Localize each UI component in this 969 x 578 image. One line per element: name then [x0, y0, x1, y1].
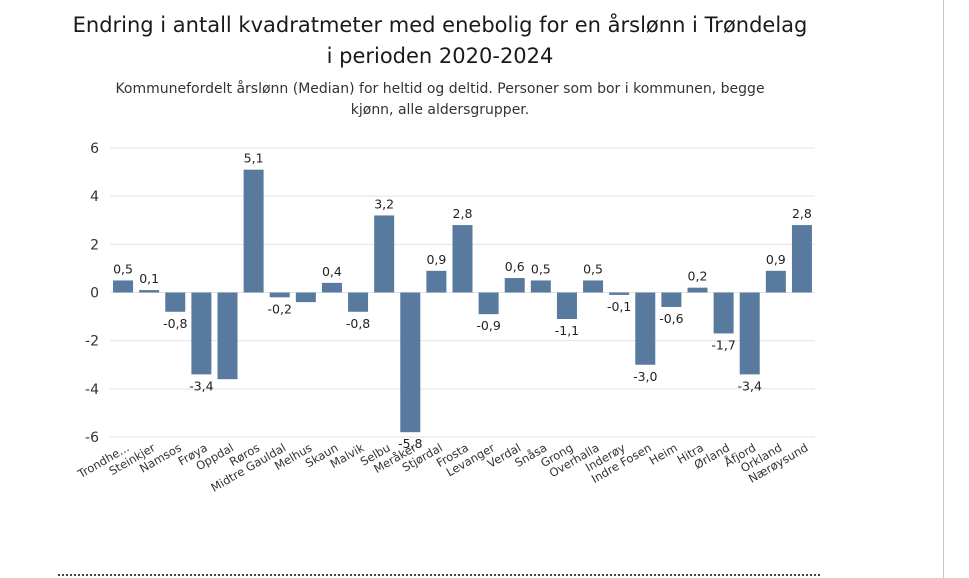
bar — [321, 282, 342, 293]
data-label: -3,4 — [189, 378, 213, 393]
bar — [139, 290, 160, 293]
y-tick-label: -6 — [85, 430, 99, 446]
data-label: 0,1 — [139, 271, 159, 286]
bar — [739, 292, 760, 375]
bar — [687, 287, 708, 293]
data-label: -0,9 — [476, 318, 500, 333]
bar — [400, 292, 421, 433]
bar — [217, 292, 238, 380]
bar — [165, 292, 186, 312]
bar — [295, 292, 316, 303]
data-label: 2,8 — [453, 206, 473, 221]
bar — [583, 280, 604, 293]
bar — [713, 292, 734, 334]
data-label: 0,9 — [426, 252, 446, 267]
data-label: 0,5 — [113, 261, 133, 276]
bar — [478, 292, 499, 315]
data-label: 0,5 — [531, 261, 551, 276]
bar — [791, 225, 812, 293]
data-label: 0,2 — [688, 269, 708, 284]
data-label: -0,2 — [268, 301, 292, 316]
y-tick-label: 4 — [90, 189, 99, 205]
chart-subtitle-line-2: kjønn, alle aldersgrupper. — [350, 102, 530, 118]
data-label: 5,1 — [244, 151, 264, 166]
chart-subtitle: Kommunefordelt årslønn (Median) for helt… — [0, 79, 880, 121]
chart-title-line-2: i perioden 2020-2024 — [326, 44, 554, 68]
data-label: 0,9 — [766, 252, 786, 267]
bar — [243, 169, 264, 293]
bar — [609, 292, 630, 295]
bar — [556, 292, 577, 319]
y-tick-label: -4 — [85, 382, 99, 398]
data-label: 2,8 — [792, 206, 812, 221]
bar — [765, 270, 786, 293]
y-tick-label: -2 — [85, 334, 99, 350]
chart-title: Endring i antall kvadratmeter med enebol… — [0, 10, 880, 72]
bar — [452, 225, 473, 293]
data-label: 3,2 — [374, 196, 394, 211]
bar — [426, 270, 447, 293]
data-label: 0,6 — [505, 259, 525, 274]
bar — [530, 280, 551, 293]
data-label: 0,4 — [322, 264, 342, 279]
data-label: -0,6 — [659, 311, 683, 326]
bar — [374, 215, 395, 293]
data-label: -3,4 — [738, 378, 762, 393]
chart-title-line-1: Endring i antall kvadratmeter med enebol… — [72, 13, 808, 37]
bar — [191, 292, 212, 375]
bar — [269, 292, 290, 298]
data-label: -3,0 — [633, 369, 657, 384]
data-label: -0,8 — [346, 316, 370, 331]
y-tick-label: 2 — [90, 237, 99, 253]
dotted-divider — [58, 574, 820, 576]
bar — [348, 292, 369, 312]
data-label: -1,7 — [711, 337, 735, 352]
bar — [113, 280, 134, 293]
y-tick-label: 0 — [90, 286, 99, 302]
bar — [635, 292, 656, 365]
chart-subtitle-line-1: Kommunefordelt årslønn (Median) for helt… — [115, 81, 765, 97]
data-label: -0,1 — [607, 299, 631, 314]
data-label: -0,8 — [163, 316, 187, 331]
bar — [504, 278, 525, 293]
right-border-line — [943, 0, 944, 578]
y-tick-label: 6 — [90, 141, 99, 157]
bar — [661, 292, 682, 307]
data-label: -5,8 — [398, 436, 422, 451]
data-label: 0,5 — [583, 261, 603, 276]
data-label: -1,1 — [555, 323, 579, 338]
